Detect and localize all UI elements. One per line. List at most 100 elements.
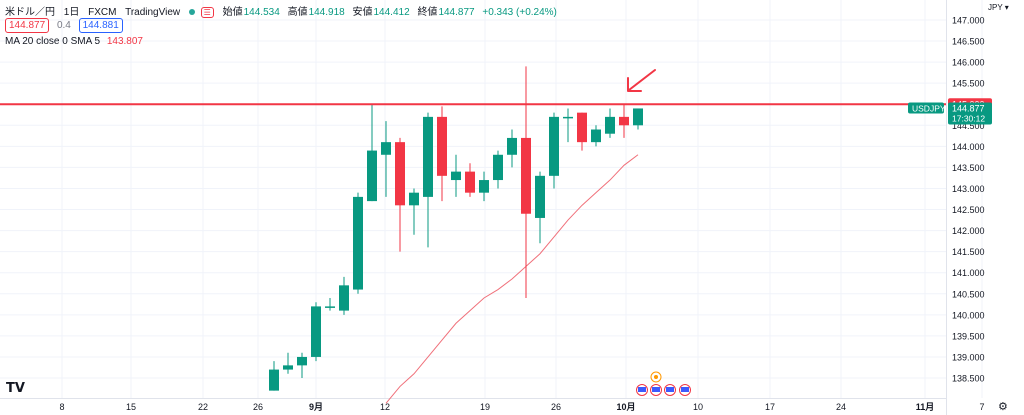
candle-body[interactable]	[311, 306, 321, 357]
x-tick-label: 10月	[616, 402, 635, 412]
high-value: 144.918	[308, 7, 345, 18]
x-tick-label: 17	[765, 402, 775, 412]
x-tick-label: 7	[979, 402, 984, 412]
candle-body[interactable]	[283, 365, 293, 370]
ma-line	[385, 154, 639, 404]
low-value: 144.412	[373, 7, 410, 18]
us-flag-event-icon[interactable]	[679, 384, 691, 396]
chart-header: 米ドル／円 1日 FXCM TradingView ☰ 始値144.534 高値…	[5, 3, 562, 18]
annotation-arrow[interactable]	[627, 69, 656, 92]
y-tick-label: 139.000	[952, 352, 985, 362]
candle-body[interactable]	[367, 150, 377, 202]
y-tick-label: 144.000	[952, 142, 985, 152]
chart-grid	[0, 0, 983, 398]
us-flag-event-icon[interactable]	[664, 384, 676, 396]
sell-button[interactable]: 144.877	[5, 18, 50, 33]
price-axis: 147.000146.500146.000145.500145.000144.5…	[952, 3, 1009, 384]
last-price-badge[interactable]	[948, 102, 992, 125]
spread-value: 0.4	[56, 20, 71, 31]
y-tick-label: 140.000	[952, 310, 985, 320]
indicator-legend[interactable]: MA 20 close 0 SMA 5 143.807	[5, 36, 143, 47]
x-tick-label: 15	[126, 402, 136, 412]
candle-body[interactable]	[339, 285, 349, 311]
ma-indicator-name: MA 20 close 0 SMA 5	[5, 36, 101, 47]
candle-body[interactable]	[269, 369, 279, 391]
low-label: 安値	[352, 7, 373, 18]
data-source: TradingView	[125, 7, 181, 18]
us-flag-event-icon[interactable]	[636, 384, 648, 396]
event-flag	[652, 387, 660, 392]
y-tick-label: 146.500	[952, 37, 985, 47]
arrow-head	[627, 77, 642, 92]
x-tick-label: 10	[693, 402, 703, 412]
y-tick-label: 144.500	[952, 121, 985, 131]
countdown-text: 17:30:12	[952, 113, 985, 123]
event-flag	[638, 387, 646, 392]
high-label: 高値	[287, 7, 308, 18]
candle-body[interactable]	[437, 116, 447, 176]
candle-body[interactable]	[409, 192, 419, 206]
flag-icon[interactable]: ☰	[200, 6, 214, 18]
symbol-name[interactable]: 米ドル／円	[5, 7, 55, 18]
tradingview-logo-icon[interactable]: 𝗧𝗩	[6, 380, 25, 395]
x-tick-label: 19	[480, 402, 490, 412]
candle-body[interactable]	[381, 142, 391, 155]
candle-body[interactable]	[633, 108, 643, 126]
candle-body[interactable]	[479, 180, 489, 193]
candle-body[interactable]	[493, 154, 503, 181]
open-label: 始値	[222, 7, 243, 18]
interval[interactable]: 1日	[63, 7, 80, 18]
close-value: 144.877	[438, 7, 475, 18]
candle-body[interactable]	[577, 112, 587, 143]
last-price-text: 144.877	[952, 103, 985, 113]
candle-body[interactable]	[605, 116, 615, 134]
y-tick-label: 146.000	[952, 58, 985, 68]
y-tick-label: 143.500	[952, 163, 985, 173]
y-tick-label: 141.500	[952, 247, 985, 257]
y-tick-label: 147.000	[952, 16, 985, 26]
symbol-badge-text: USDJPY	[912, 103, 946, 113]
candle-body[interactable]	[297, 356, 307, 366]
candle-body[interactable]	[465, 171, 475, 193]
candle-body[interactable]	[591, 129, 601, 143]
us-flag-event-icon[interactable]	[650, 384, 662, 396]
moving-average-line	[385, 154, 639, 404]
candle-body[interactable]	[563, 116, 573, 119]
exchange: FXCM	[88, 7, 117, 18]
x-tick-label: 26	[253, 402, 263, 412]
event-alert-icon[interactable]	[650, 371, 662, 383]
symbol-badge[interactable]	[908, 102, 944, 114]
x-tick-label: 8	[59, 402, 64, 412]
x-tick-label: 9月	[309, 402, 323, 412]
candle-body[interactable]	[325, 306, 335, 308]
candle-body[interactable]	[619, 116, 629, 126]
y-tick-label: 139.500	[952, 331, 985, 341]
change-value: +0.343 (+0.24%)	[482, 7, 557, 18]
x-tick-label: 26	[551, 402, 561, 412]
candle-body[interactable]	[507, 137, 517, 155]
close-label: 終値	[417, 7, 438, 18]
y-tick-label: 142.000	[952, 226, 985, 236]
candle-body[interactable]	[521, 137, 531, 214]
candle-body[interactable]	[535, 175, 545, 218]
candle-body[interactable]	[395, 142, 405, 206]
event-flag	[666, 387, 674, 392]
candle-body[interactable]	[353, 196, 363, 290]
market-open-icon	[188, 9, 195, 16]
currency-label[interactable]: JPY ▾	[988, 3, 1009, 12]
x-tick-label: 12	[380, 402, 390, 412]
y-tick-label: 143.000	[952, 184, 985, 194]
event-flag	[681, 387, 689, 392]
candle-body[interactable]	[549, 116, 559, 176]
buy-button[interactable]: 144.881	[78, 18, 123, 33]
candle-body[interactable]	[423, 116, 433, 197]
ma-indicator-value: 143.807	[106, 36, 143, 47]
candle-body[interactable]	[451, 171, 461, 181]
y-tick-label: 145.500	[952, 79, 985, 89]
x-tick-label: 22	[198, 402, 208, 412]
trade-buttons: 144.877 0.4 144.881	[5, 18, 123, 33]
gear-icon[interactable]: ⚙	[998, 401, 1008, 413]
arrow-shaft	[628, 69, 656, 91]
